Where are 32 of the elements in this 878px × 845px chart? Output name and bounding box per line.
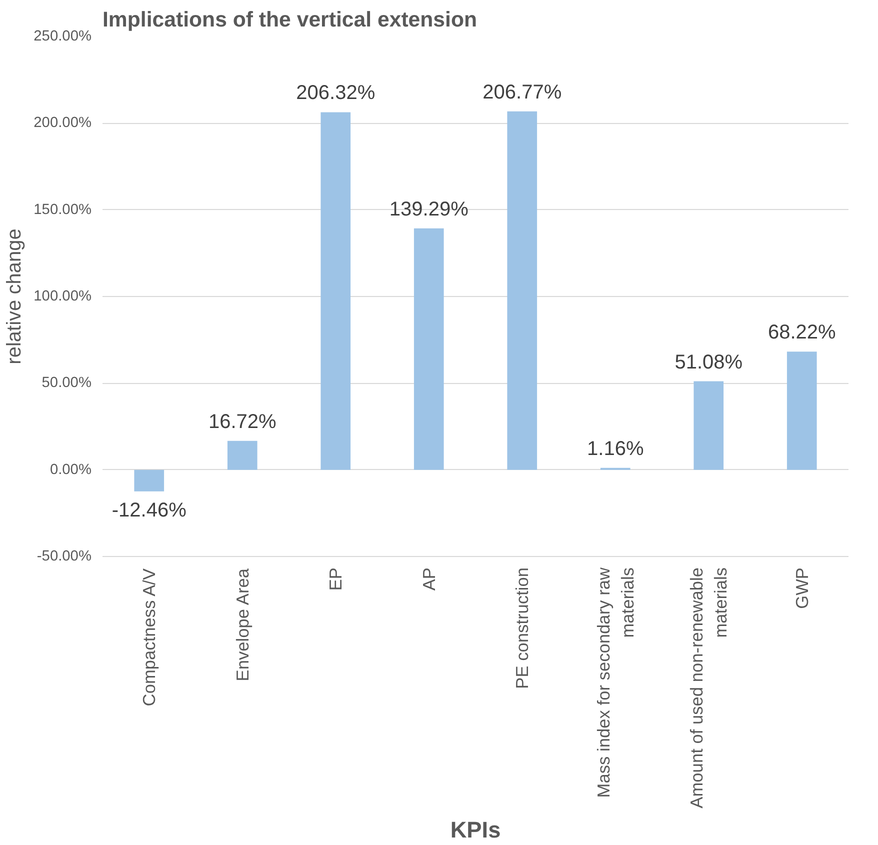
data-label: 16.72% bbox=[208, 410, 277, 433]
y-tick-label: -50.00% bbox=[36, 548, 92, 564]
x-tick-label: PE construction bbox=[512, 567, 532, 689]
bar bbox=[694, 381, 724, 470]
bar bbox=[134, 470, 164, 492]
y-tick-label: 100.00% bbox=[34, 288, 92, 304]
chart-title: Implications of the vertical extension bbox=[102, 8, 478, 32]
bar bbox=[227, 440, 258, 470]
data-label: 139.29% bbox=[389, 198, 469, 220]
bar bbox=[320, 112, 351, 470]
bar bbox=[786, 352, 817, 470]
x-tick-label: Compactness A/V bbox=[139, 568, 160, 706]
bar bbox=[507, 111, 538, 470]
data-label: 51.08% bbox=[674, 351, 743, 374]
data-label: 206.77% bbox=[482, 81, 562, 104]
y-tick-label: 50.00% bbox=[42, 375, 92, 392]
x-tick-label: GWP bbox=[792, 567, 812, 609]
y-axis-title: relative change bbox=[4, 228, 26, 364]
data-label: 206.32% bbox=[296, 82, 376, 104]
data-label: 1.16% bbox=[587, 438, 644, 460]
x-tick-label: AP bbox=[418, 567, 439, 591]
y-tick-label: 200.00% bbox=[34, 115, 92, 132]
y-tick-label: 250.00% bbox=[34, 28, 92, 44]
x-tick-label: Envelope Area bbox=[232, 568, 252, 682]
x-tick-label: Mass index for secondary raw materials bbox=[593, 567, 638, 798]
y-tick-label: 150.00% bbox=[34, 202, 92, 218]
data-label: -12.46% bbox=[112, 499, 187, 522]
data-label: 68.22% bbox=[768, 322, 836, 344]
bar bbox=[414, 228, 444, 470]
x-tick-label: EP bbox=[326, 567, 346, 591]
y-tick-label: 0.00% bbox=[50, 462, 92, 478]
x-axis-title: KPIs bbox=[450, 816, 501, 842]
